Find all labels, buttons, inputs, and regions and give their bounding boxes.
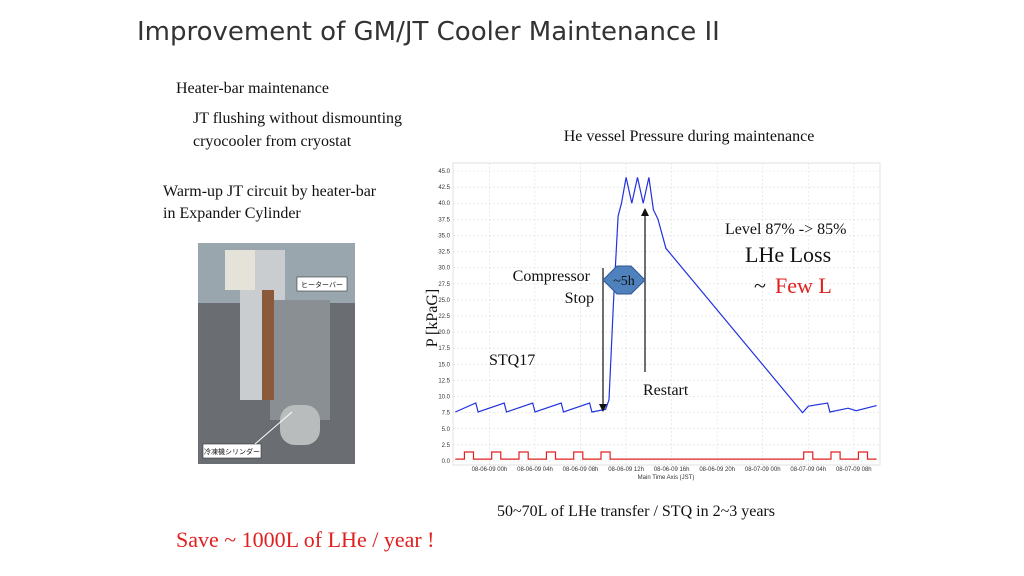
x-tick-label: 08-06-09 08h — [563, 467, 599, 473]
heading: Heater-bar maintenance — [176, 80, 329, 97]
text: JT flushing without dismounting — [193, 110, 402, 127]
y-axis-label: P [kPaG] — [424, 289, 441, 348]
plot-area — [452, 162, 881, 466]
annotation: ~ — [754, 273, 766, 298]
y-tick-label: 37.5 — [438, 217, 450, 223]
y-tick-label: 0.0 — [442, 459, 451, 465]
x-tick-label: 08-06-09 12h — [608, 467, 644, 473]
annotation: Compressor — [513, 268, 591, 285]
y-tick-label: 15.0 — [438, 362, 450, 368]
y-tick-label: 20.0 — [438, 330, 450, 336]
photo-label: 冷凍機シリンダー — [204, 447, 260, 456]
y-tick-label: 2.5 — [442, 443, 451, 449]
y-tick-label: 35.0 — [438, 233, 450, 239]
arrow-head — [641, 208, 649, 216]
annotation: Level 87% -> 85% — [725, 221, 846, 238]
y-tick-label: 7.5 — [442, 411, 451, 417]
annotation: LHe Loss — [745, 242, 831, 267]
text: Warm-up JT circuit by heater-bar — [163, 183, 377, 200]
photo: ヒーターバー 冷凍機シリンダー — [198, 243, 355, 464]
y-tick-label: 40.0 — [438, 201, 450, 207]
x-axis-label: Main Time Axis (JST) — [638, 475, 695, 481]
y-tick-label: 17.5 — [438, 346, 450, 352]
x-tick-label: 08-06-09 00h — [472, 467, 508, 473]
y-tick-label: 32.5 — [438, 250, 450, 256]
x-tick-label: 08-06-09 20h — [699, 467, 735, 473]
x-tick-label: 08-07-09 08h — [836, 467, 872, 473]
annotation: ~5h — [613, 274, 635, 289]
text: in Expander Cylinder — [163, 205, 301, 222]
x-tick-label: 08-07-09 04h — [790, 467, 826, 473]
data-line — [455, 177, 877, 414]
data-line — [455, 451, 877, 460]
slide-title: Improvement of GM/JT Cooler Maintenance … — [137, 17, 720, 47]
y-tick-label: 45.0 — [438, 169, 450, 175]
y-tick-label: 25.0 — [438, 298, 450, 304]
y-tick-label: 5.0 — [442, 427, 451, 433]
y-tick-label: 22.5 — [438, 314, 450, 320]
plot: 0.0 2.5 5.0 7.5 10.0 12.5 15.0 17.5 20.0 22.5 25.0… — [438, 162, 881, 473]
annotation: STQ17 — [489, 352, 535, 369]
y-tick-label: 42.5 — [438, 185, 450, 191]
annotations: ~5h Compressor Stop STQ17 Restart Level … — [489, 208, 846, 412]
annotation: Stop — [565, 290, 594, 307]
y-tick-label: 27.5 — [438, 282, 450, 288]
highlight: Save ~ 1000L of LHe / year ! — [176, 527, 435, 552]
x-tick-label: 08-06-09 16h — [654, 467, 690, 473]
annotation: Restart — [643, 382, 689, 399]
chart-title: He vessel Pressure during maintenance — [564, 128, 815, 145]
text: 50~70L of LHe transfer / STQ in 2~3 year… — [497, 503, 775, 520]
duration-arrow — [602, 265, 646, 295]
y-tick-label: 12.5 — [438, 378, 450, 384]
x-tick-label: 08-07-09 00h — [745, 467, 781, 473]
x-tick-label: 08-06-09 04h — [517, 467, 553, 473]
y-tick-label: 30.0 — [438, 266, 450, 272]
arrow-head — [599, 404, 607, 412]
photo-label: ヒーターバー — [301, 280, 343, 289]
annotation: Few L — [775, 273, 832, 298]
text: cryocooler from cryostat — [193, 133, 352, 150]
y-tick-label: 10.0 — [438, 395, 450, 401]
